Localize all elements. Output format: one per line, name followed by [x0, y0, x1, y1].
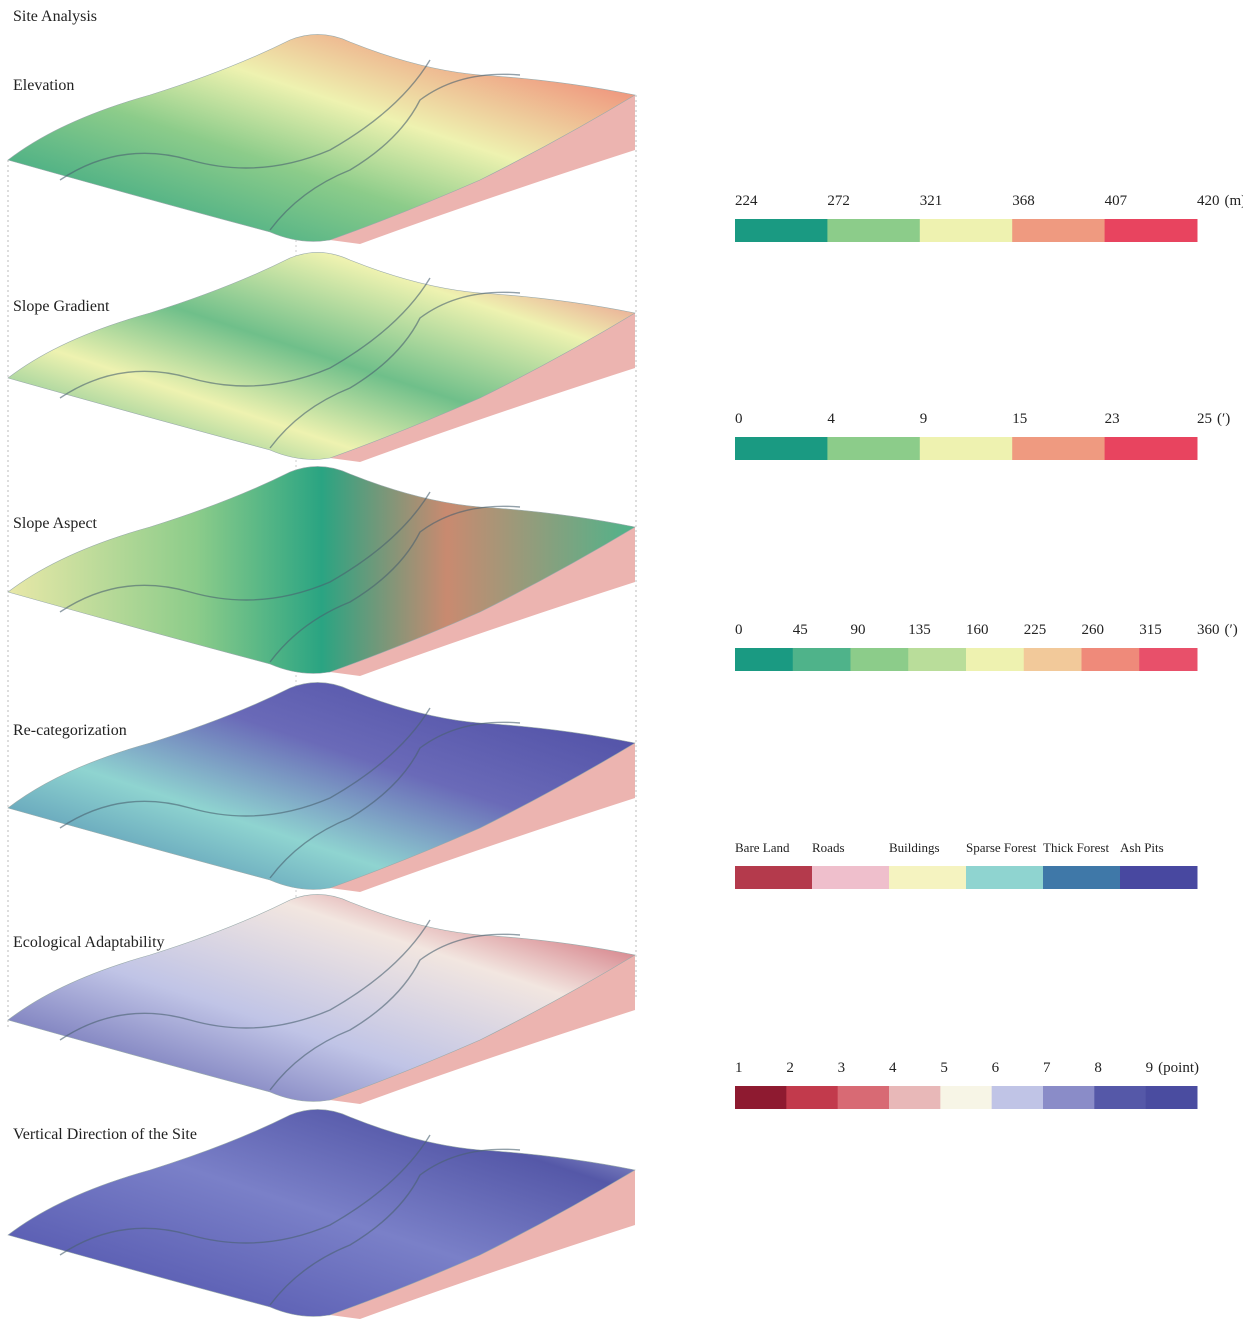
legend-label: 4 [827, 411, 835, 427]
terrain-layer [8, 466, 635, 676]
legend-label: 1 [735, 1060, 743, 1076]
legend-swatch [735, 437, 828, 460]
layer-label: Slope Aspect [13, 515, 98, 532]
legend-label: 45 [793, 622, 808, 638]
legend-swatch [1043, 1086, 1095, 1109]
legend-label: 0 [735, 622, 743, 638]
layer-label: Ecological Adaptability [13, 934, 165, 951]
legend-label: 135 [908, 622, 931, 638]
legend-label: 315 [1139, 622, 1162, 638]
legend-swatch [1043, 866, 1121, 889]
legend-label: 407 [1105, 193, 1128, 209]
legend-label: 23 [1105, 411, 1120, 427]
legend-label: 25 [1197, 411, 1212, 427]
terrain-surface [8, 466, 635, 673]
terrain-layer [8, 252, 635, 462]
legend-swatch [827, 437, 920, 460]
legend-swatch [966, 648, 1024, 671]
terrain-surface [8, 894, 635, 1101]
legend-label: Buildings [889, 840, 940, 855]
legend-label: Sparse Forest [966, 840, 1037, 855]
layer-label: Elevation [13, 77, 74, 94]
legend-label: 9 [1146, 1060, 1154, 1076]
diagram: Site Analysis Elevation Slope Gradient Slo… [0, 0, 1243, 1331]
legend-swatch [1120, 866, 1198, 889]
legend-swatch [1082, 648, 1140, 671]
legend-label: 360 [1197, 622, 1220, 638]
legend-label: 7 [1043, 1060, 1051, 1076]
legend-label: 6 [992, 1060, 1000, 1076]
terrain-surface [8, 682, 635, 889]
legend-swatch [908, 648, 966, 671]
legend-swatch [812, 866, 890, 889]
legend-label: 368 [1012, 193, 1034, 209]
legend-label: 420 [1197, 193, 1220, 209]
legend-unit: (′) [1217, 411, 1230, 427]
legend-swatch [1012, 219, 1105, 242]
legend-swatch [735, 219, 828, 242]
legend-swatch [838, 1086, 890, 1109]
legend-label: 260 [1082, 622, 1105, 638]
legend-label: 90 [851, 622, 866, 638]
legend-unit: (m) [1225, 193, 1243, 209]
legend-label: 321 [920, 193, 943, 209]
legend: 224 272 321 368 407 420 (m) [735, 193, 1243, 242]
legend-label: 9 [920, 411, 928, 427]
legend-swatch [786, 1086, 838, 1109]
legend-swatch [735, 648, 793, 671]
legend-swatch [889, 866, 967, 889]
legend-swatch [1012, 437, 1105, 460]
legend-swatch [889, 1086, 941, 1109]
title: Site Analysis [13, 8, 97, 25]
legend-label: 224 [735, 193, 758, 209]
legend-swatch [735, 866, 813, 889]
legend-swatch [735, 1086, 787, 1109]
legend-label: 160 [966, 622, 989, 638]
legend: Bare Land Roads Buildings Sparse Forest Thic… [735, 840, 1198, 889]
page: {"title": "Site Analysis", "layers": [ {… [0, 0, 1243, 1331]
legend-label: Bare Land [735, 840, 790, 855]
legends: 224272321368407420(m)049152325(′)0459013… [735, 193, 1243, 1109]
legend-label: 5 [940, 1060, 948, 1076]
layer-label: Vertical Direction of the Site [13, 1126, 197, 1143]
legend-unit: (point) [1158, 1060, 1199, 1076]
legend-unit: (′) [1225, 622, 1238, 638]
legend-swatch [1105, 219, 1198, 242]
terrain-layer [8, 682, 635, 892]
legend-swatch [920, 219, 1013, 242]
terrain-surface [8, 34, 635, 241]
legend-swatch [940, 1086, 992, 1109]
legend-label: 272 [827, 193, 850, 209]
terrain-layer [8, 894, 635, 1104]
legend-swatch [1024, 648, 1082, 671]
legend-swatch [992, 1086, 1044, 1109]
legend: 1 2 3 4 5 6 7 8 9(point) [735, 1060, 1199, 1109]
legend-swatch [1105, 437, 1198, 460]
legend-swatch [1139, 648, 1197, 671]
legend-label: Roads [812, 840, 845, 855]
layer-label: Slope Gradient [13, 298, 110, 315]
legend: 0 4 9 15 23 25 (′) [735, 411, 1230, 460]
legend: 0 45 90 135 160 225 260 315 360 (′) [735, 622, 1238, 671]
legend-swatch [827, 219, 920, 242]
legend-label: 3 [838, 1060, 846, 1076]
legend-label: 2 [786, 1060, 794, 1076]
legend-swatch [966, 866, 1044, 889]
legend-label: Thick Forest [1043, 840, 1109, 855]
legend-label: 0 [735, 411, 743, 427]
layer-label: Re-categorization [13, 722, 127, 739]
legend-label: 8 [1094, 1060, 1102, 1076]
legend-label: 4 [889, 1060, 897, 1076]
legend-swatch [920, 437, 1013, 460]
legend-label: Ash Pits [1120, 840, 1164, 855]
legend-swatch [851, 648, 909, 671]
legend-swatch [793, 648, 851, 671]
legend-label: 225 [1024, 622, 1047, 638]
terrain-surface [8, 252, 635, 459]
legend-label: 15 [1012, 411, 1027, 427]
terrain-layer [8, 34, 635, 244]
legend-swatch [1146, 1086, 1198, 1109]
legend-swatch [1094, 1086, 1146, 1109]
